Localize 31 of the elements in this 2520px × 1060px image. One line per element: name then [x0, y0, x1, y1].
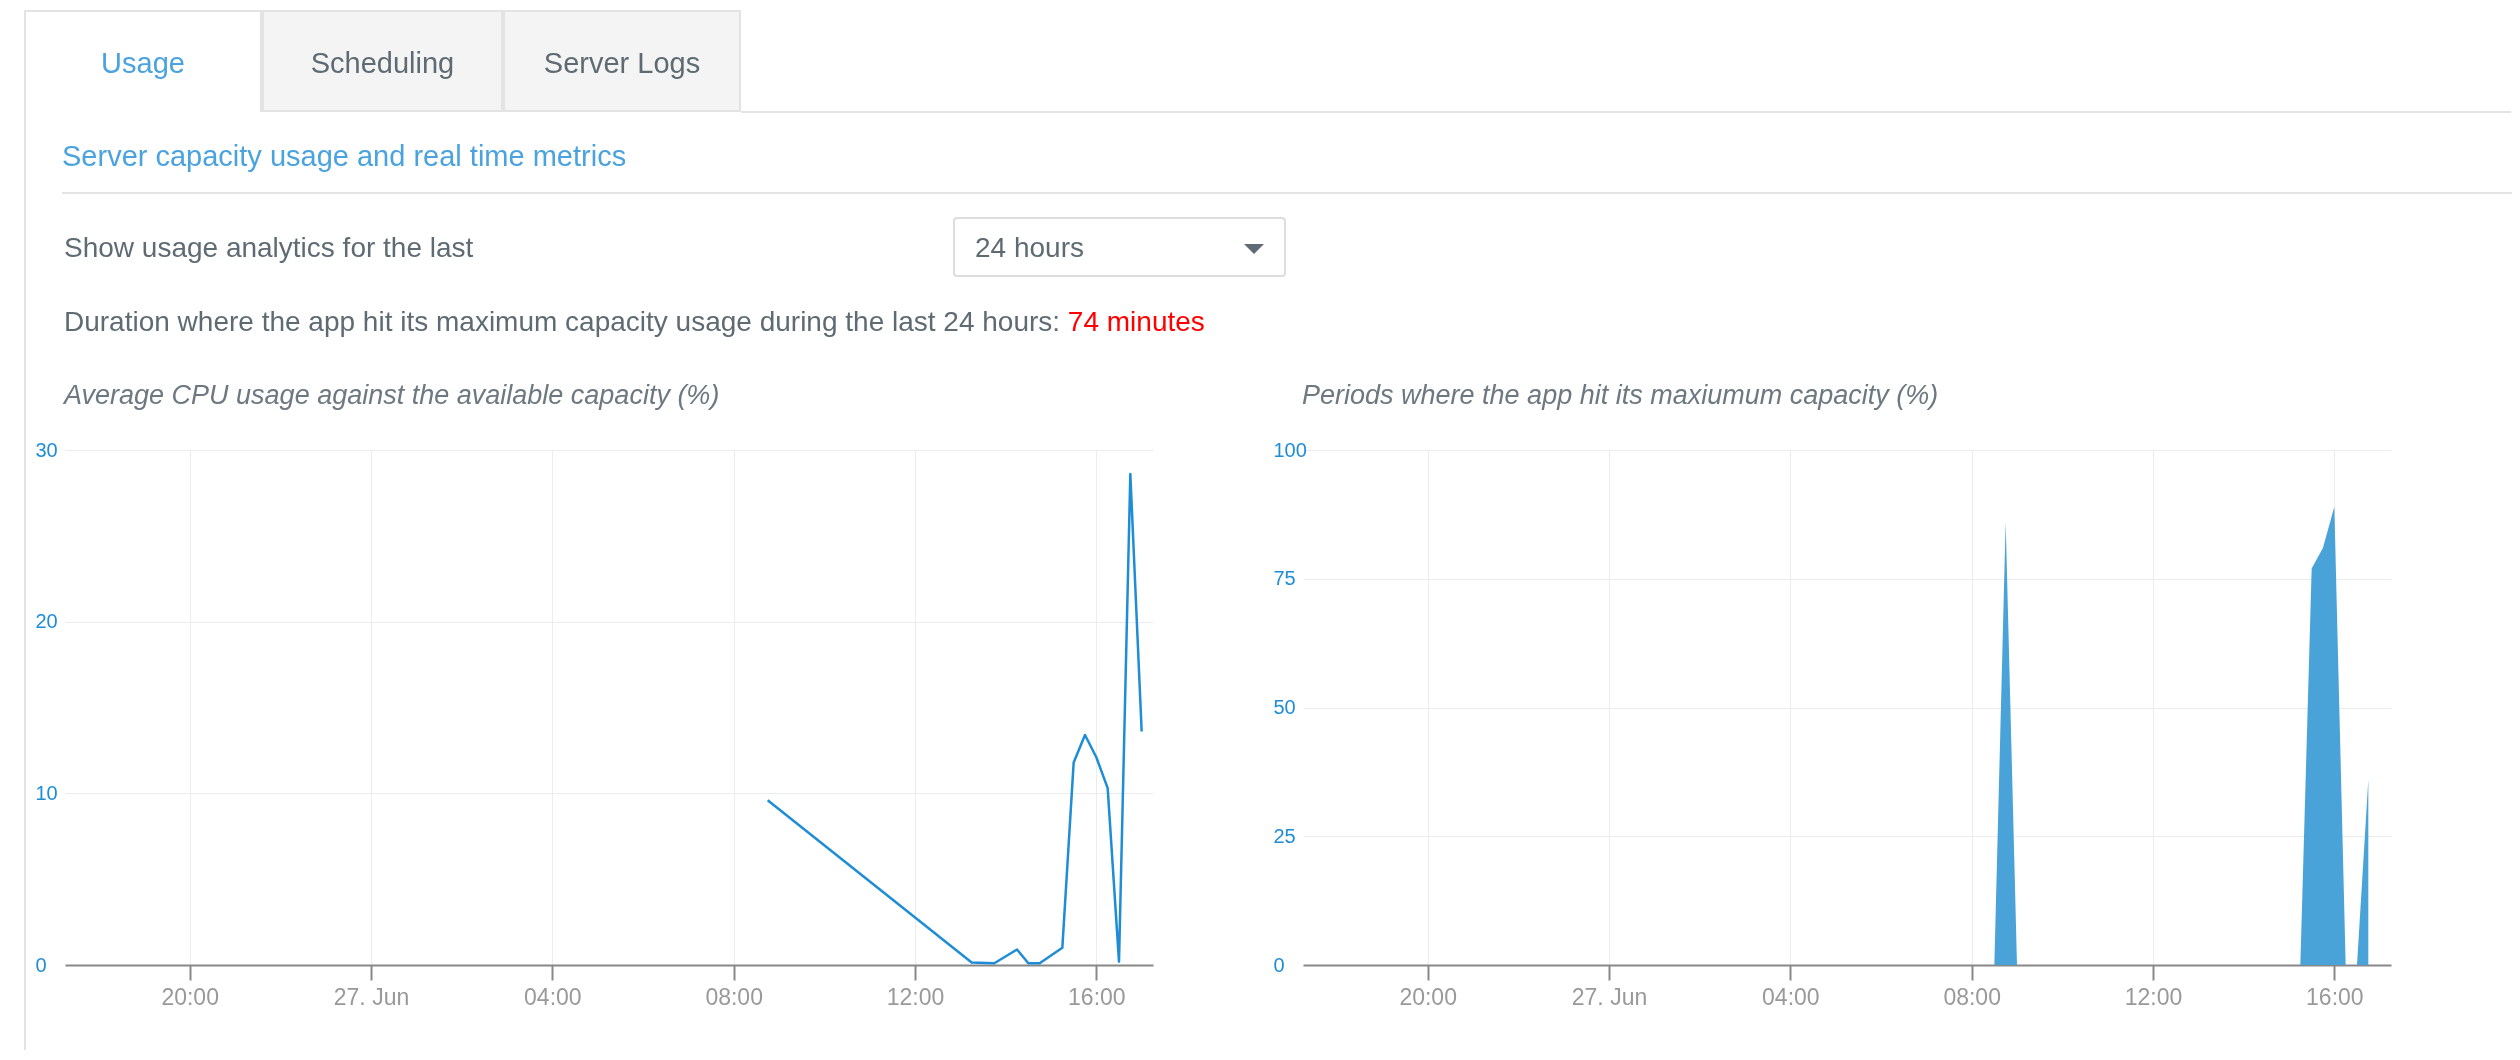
text: Scheduling	[262, 10, 503, 112]
text: Usage	[24, 10, 262, 112]
x-tick-label: 12:00	[2124, 983, 2183, 1010]
text: Server capacity usage and real time metrics	[62, 140, 627, 173]
x-tick-label: 16:00	[1068, 983, 1126, 1010]
x-tick-label: 04:00	[524, 983, 582, 1010]
chart-title: Average CPU usage against the available capacity (%)	[64, 380, 720, 411]
text: 74 minutes	[1066, 306, 1205, 337]
x-tick-label: 04:00	[1762, 983, 1820, 1010]
text: Server Logs	[503, 10, 741, 112]
y-tick-label: 0	[35, 953, 47, 976]
y-tick-label: 25	[1273, 824, 1296, 847]
x-tick-label: 27. Jun	[333, 983, 410, 1010]
x-tick-label: 20:00	[161, 983, 219, 1010]
text: Duration where the app hit its maximum capacity usage during the last 24 hours:	[64, 306, 1061, 337]
y-tick-label: 75	[1273, 567, 1296, 590]
x-tick-label: 27. Jun	[1571, 983, 1648, 1010]
y-tick-label: 30	[35, 438, 58, 461]
y-tick-label: 0	[1273, 953, 1285, 976]
y-tick-label: 100	[1273, 438, 1307, 461]
x-tick-label: 08:00	[1943, 983, 2001, 1010]
y-tick-label: 50	[1273, 696, 1296, 718]
chart-title: Periods where the app hit its maxiumum capacity (%)	[1302, 380, 1939, 411]
x-tick-label: 20:00	[1399, 983, 1457, 1010]
x-tick-label: 08:00	[705, 983, 763, 1010]
y-tick-label: 10	[35, 781, 58, 804]
x-tick-label: 12:00	[886, 983, 945, 1010]
x-tick-label: 16:00	[2306, 983, 2364, 1010]
y-tick-label: 20	[35, 610, 58, 633]
text: Show usage analytics for the last	[64, 232, 474, 264]
text: 24 hours	[975, 232, 1084, 264]
